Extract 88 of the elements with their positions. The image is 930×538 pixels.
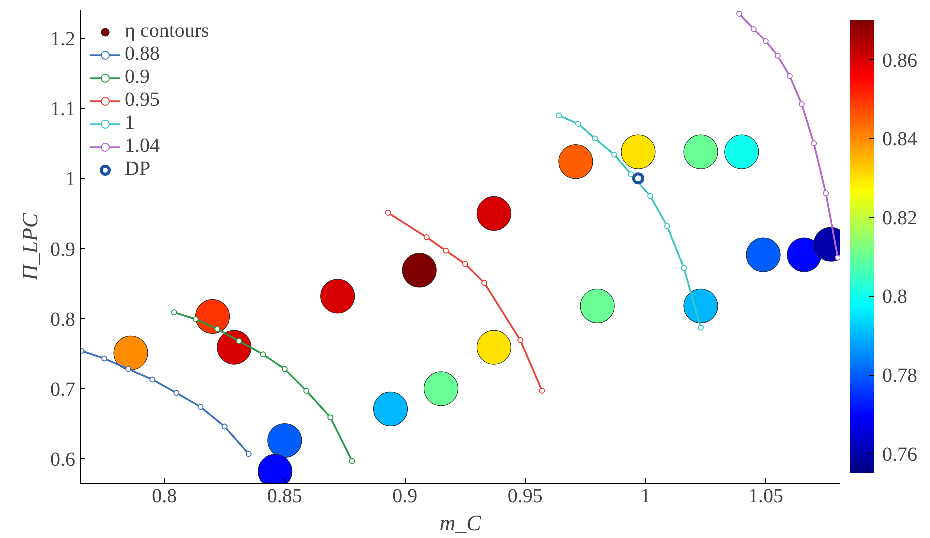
y-tick-label: 1.2 — [50, 28, 76, 51]
point — [774, 53, 781, 60]
point — [556, 112, 562, 119]
point — [114, 336, 148, 370]
point — [304, 388, 310, 394]
point — [402, 253, 437, 288]
legend-label: 0.95 — [125, 89, 160, 112]
color-bar-label: 0.84 — [882, 128, 918, 151]
point — [621, 134, 656, 170]
point — [476, 196, 512, 231]
point — [750, 26, 757, 32]
y-tick-label: 0.8 — [50, 308, 76, 331]
x-tick-label: 0.85 — [267, 486, 302, 508]
color-bar-label: 0.8 — [882, 286, 908, 308]
point — [684, 134, 718, 170]
point — [811, 140, 818, 147]
point — [171, 310, 178, 316]
point — [268, 423, 302, 458]
point — [482, 280, 488, 286]
point — [126, 366, 132, 372]
point — [443, 248, 450, 254]
point — [558, 144, 594, 180]
x-tick-label: 0.95 — [508, 486, 543, 508]
point — [684, 288, 718, 324]
legend-label: η contours — [125, 20, 210, 43]
point — [611, 152, 618, 158]
point — [664, 223, 670, 230]
point — [575, 121, 582, 128]
color-bar-label: 0.78 — [882, 365, 918, 388]
point — [462, 261, 468, 268]
x-axis-title: m_C — [440, 510, 482, 536]
point — [222, 424, 228, 430]
point — [373, 392, 408, 426]
point — [174, 390, 180, 396]
x-tick-label: 1 — [640, 486, 651, 508]
color-bar-label: 0.86 — [882, 50, 918, 72]
y-axis-title: Π_LPC — [18, 213, 42, 282]
point — [799, 101, 806, 108]
point — [328, 414, 334, 421]
point — [260, 352, 266, 358]
point — [592, 136, 598, 142]
point — [102, 356, 108, 362]
point — [195, 299, 230, 334]
point — [476, 330, 512, 365]
y-tick-label: 0.6 — [50, 448, 76, 471]
point — [518, 338, 524, 344]
point — [580, 288, 615, 324]
point — [424, 234, 430, 241]
point — [385, 210, 392, 216]
point — [214, 326, 221, 332]
point — [787, 238, 822, 272]
y-tick-label: 1 — [66, 168, 76, 191]
point — [320, 279, 356, 314]
legend-label: 1 — [125, 112, 136, 135]
y-tick-label: 0.9 — [50, 238, 76, 261]
color-bar-label: 0.82 — [882, 207, 918, 230]
point — [236, 338, 242, 344]
point — [282, 366, 288, 372]
point — [681, 265, 688, 272]
point — [835, 254, 840, 261]
point — [632, 172, 644, 185]
y-tick-label: 0.7 — [50, 378, 76, 401]
legend-label: 0.88 — [125, 43, 160, 66]
point — [246, 451, 252, 458]
point — [192, 316, 199, 323]
point — [736, 11, 742, 17]
point — [746, 238, 781, 272]
point — [724, 134, 760, 170]
point — [217, 330, 252, 365]
point — [786, 73, 793, 80]
x-tick-label: 0.8 — [152, 486, 178, 508]
point — [349, 458, 356, 464]
point — [628, 171, 634, 178]
x-tick-label: 0.9 — [392, 486, 418, 508]
point — [648, 193, 654, 200]
point — [698, 324, 704, 331]
color-bar-label: 0.76 — [882, 444, 918, 466]
point — [198, 404, 204, 410]
y-tick-label: 1.1 — [50, 98, 76, 121]
legend-label: 1.04 — [125, 135, 160, 158]
x-tick-label: 1.05 — [748, 486, 784, 508]
point — [150, 376, 156, 383]
point — [762, 38, 769, 44]
point — [424, 372, 459, 406]
point — [539, 388, 546, 394]
legend-label: 0.9 — [125, 66, 150, 89]
point — [823, 190, 830, 196]
legend-label: DP — [125, 158, 151, 181]
